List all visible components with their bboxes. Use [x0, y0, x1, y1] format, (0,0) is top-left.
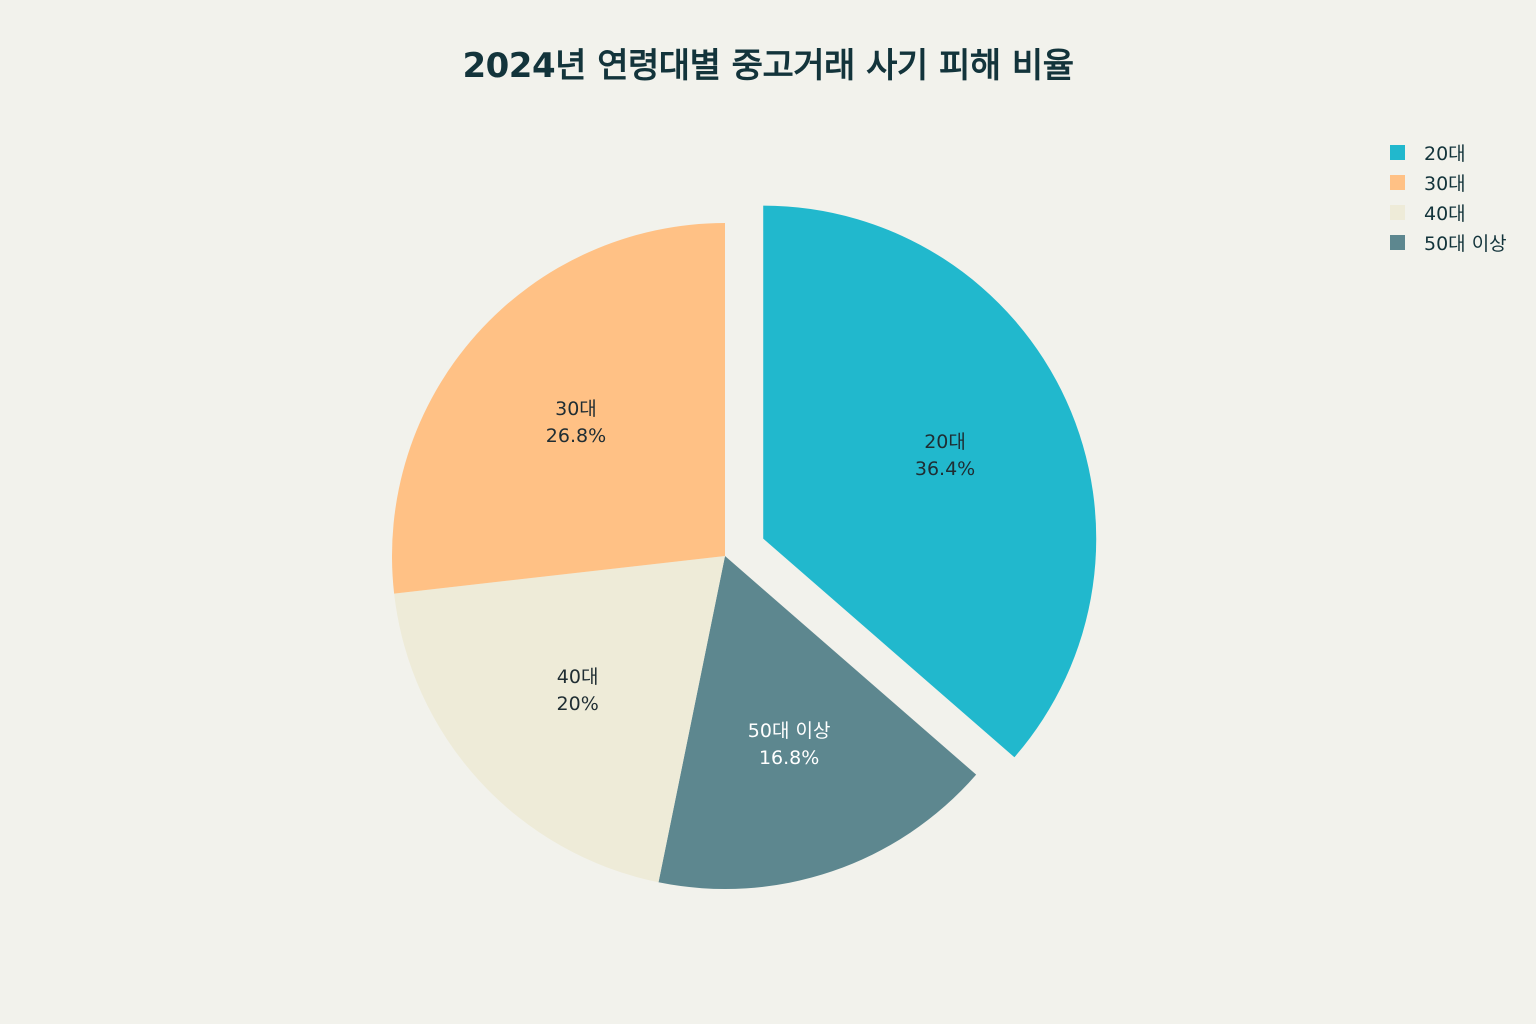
legend-label-50s-plus: 50대 이상	[1424, 232, 1507, 255]
legend-item-40s[interactable]: 40대	[1390, 197, 1507, 227]
pie-slice-4[interactable]	[392, 223, 725, 594]
legend-swatch-50s-plus	[1390, 234, 1405, 250]
slice-percent-label-2: 16.8%	[759, 747, 819, 769]
legend-item-20s[interactable]: 20대	[1390, 137, 1507, 167]
slice-category-label-1: 20대	[924, 431, 966, 453]
legend: 20대 30대 40대 50대 이상	[1390, 137, 1507, 257]
chart-title: 2024년 연령대별 중고거래 사기 피해 비율	[462, 46, 1074, 86]
legend-label-30s: 30대	[1424, 172, 1466, 195]
legend-item-30s[interactable]: 30대	[1390, 167, 1507, 197]
pie-slice-1[interactable]	[763, 205, 1097, 758]
slice-percent-label-1: 36.4%	[915, 458, 975, 480]
legend-swatch-40s	[1390, 204, 1405, 220]
slice-percent-label-4: 26.8%	[546, 425, 606, 447]
slice-percent-label-3: 20%	[557, 693, 599, 715]
slice-category-label-3: 40대	[557, 666, 599, 688]
legend-swatch-20s	[1390, 144, 1405, 160]
legend-label-20s: 20대	[1424, 142, 1466, 165]
pie-slice-3[interactable]	[394, 556, 725, 883]
pie-slice-2[interactable]	[658, 556, 977, 890]
slice-category-label-4: 30대	[555, 398, 597, 420]
slice-category-label-2: 50대 이상	[748, 720, 831, 742]
legend-item-50s-plus[interactable]: 50대 이상	[1390, 227, 1507, 257]
legend-swatch-30s	[1390, 174, 1405, 190]
legend-label-40s: 40대	[1424, 202, 1466, 225]
